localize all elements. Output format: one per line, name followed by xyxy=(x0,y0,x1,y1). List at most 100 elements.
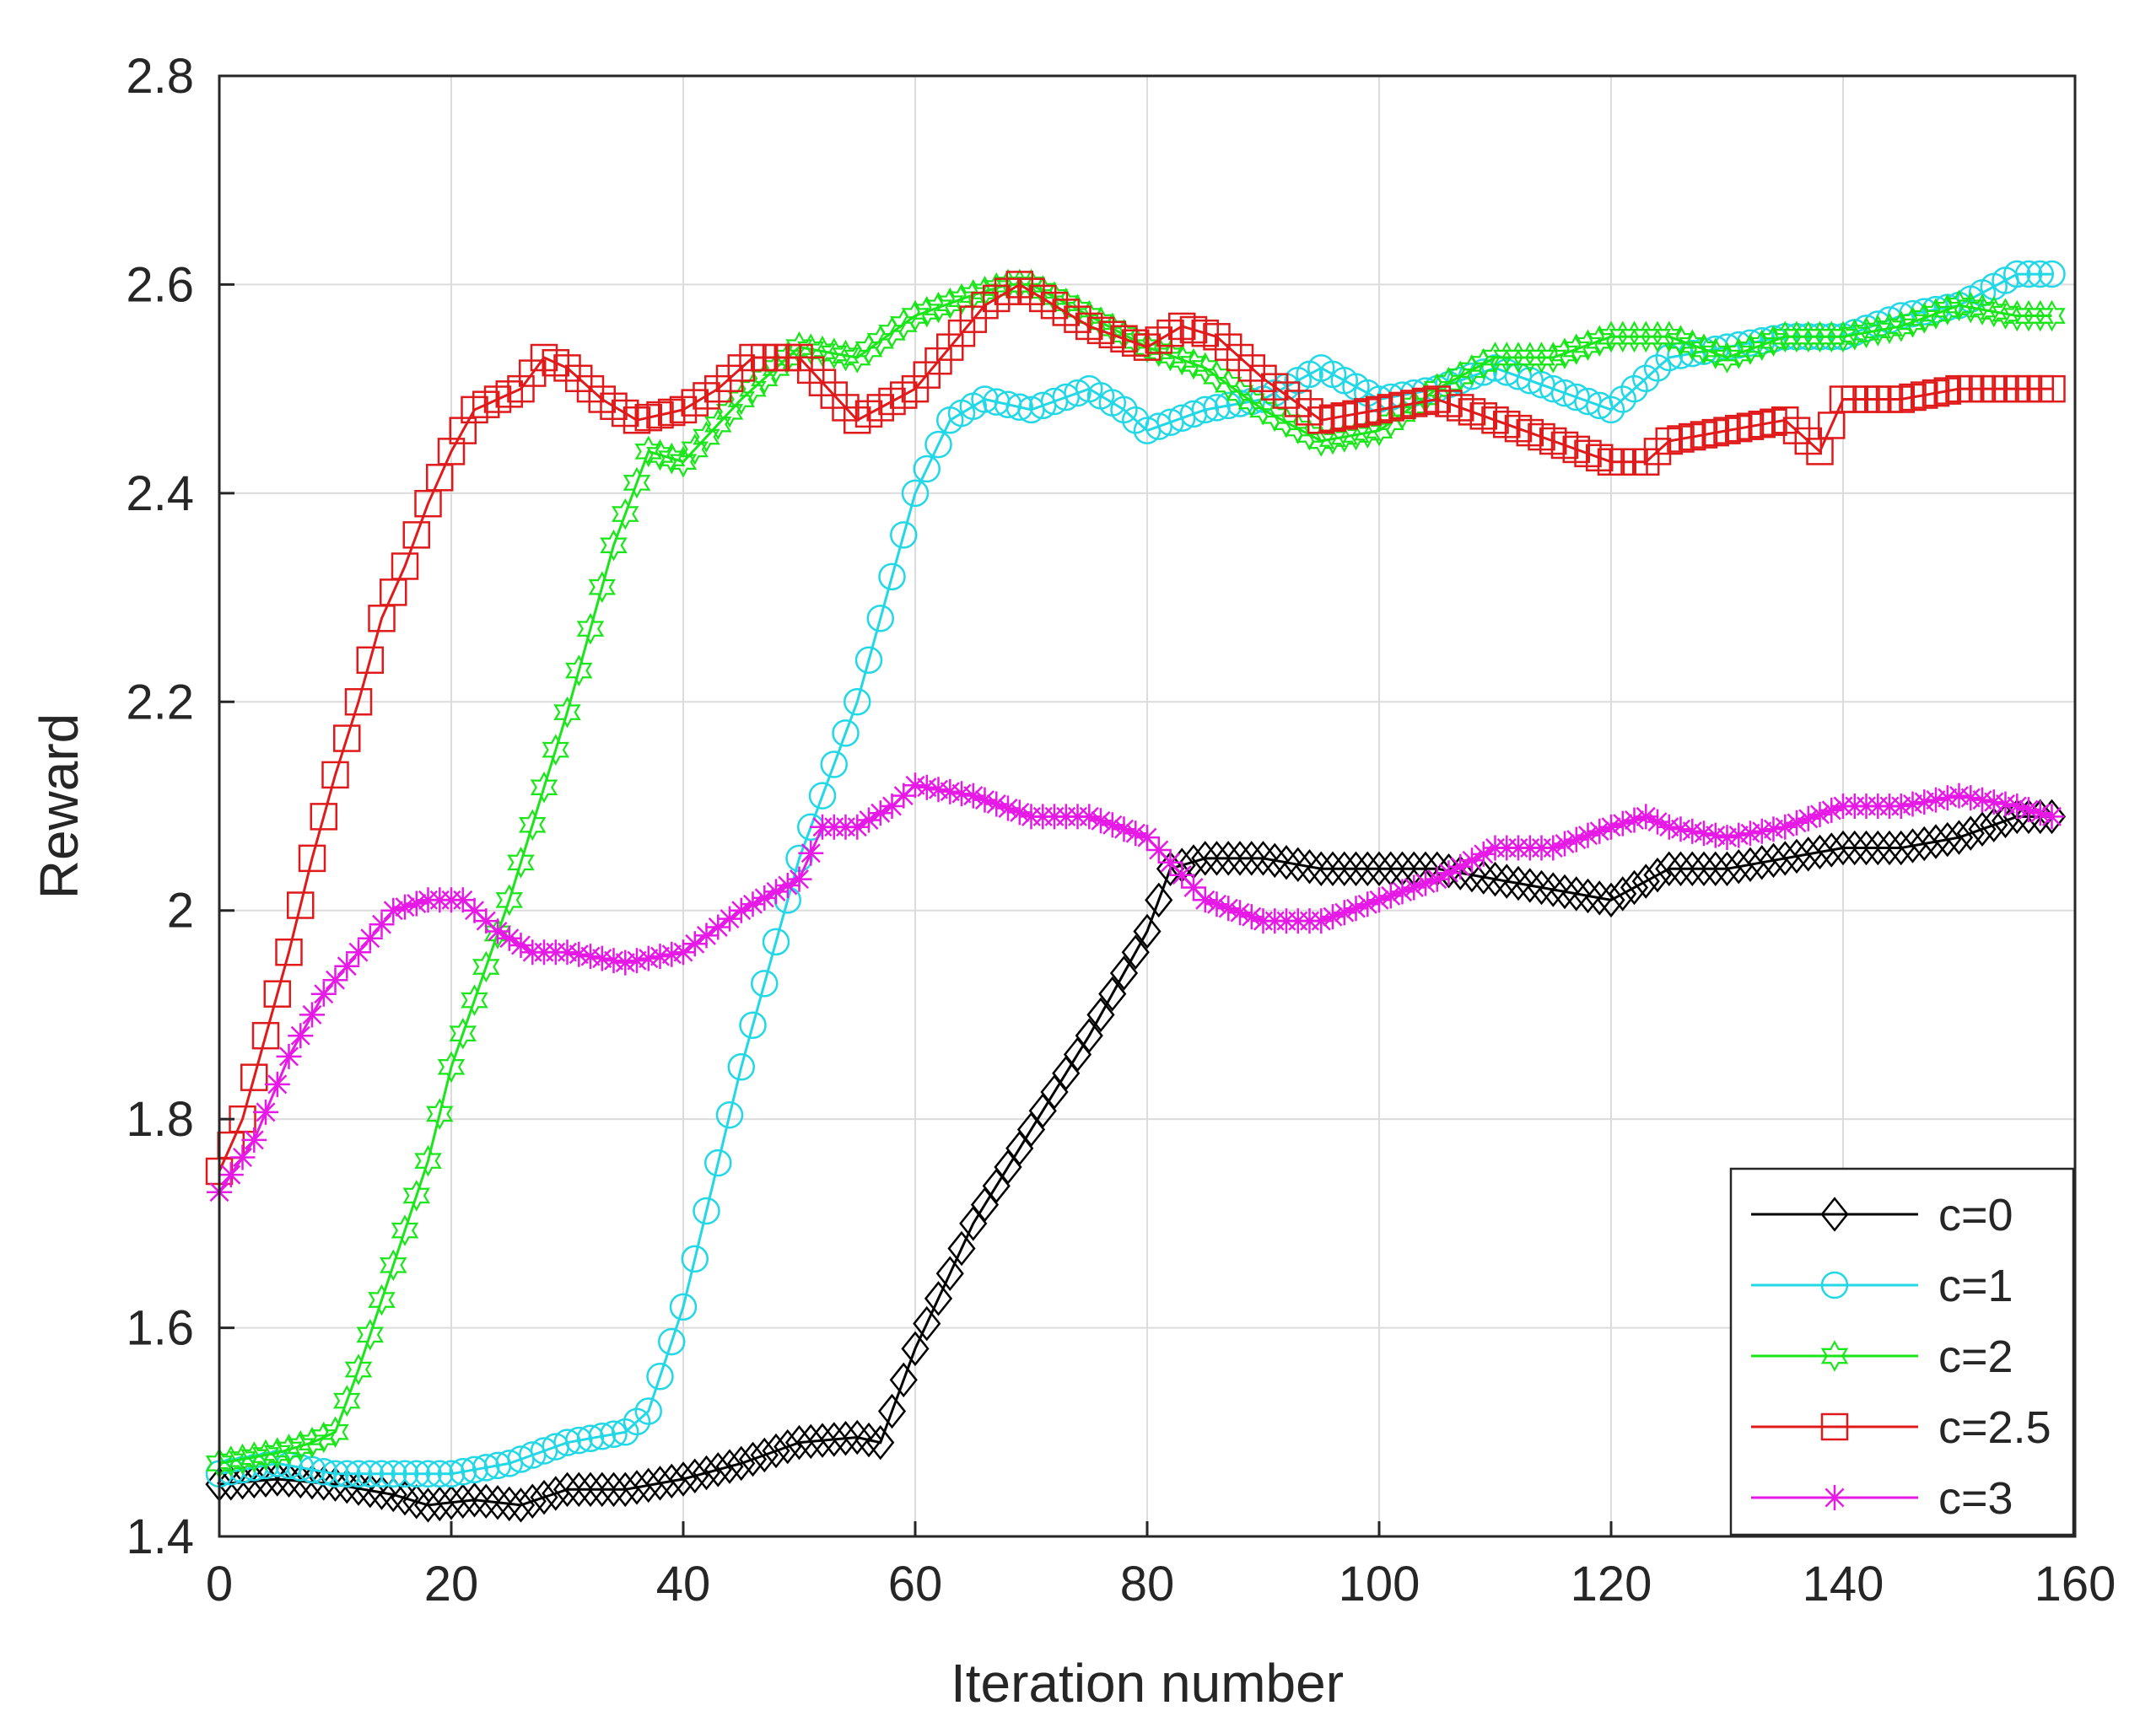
data-point xyxy=(368,1460,396,1488)
data-point xyxy=(1563,826,1589,853)
data-point xyxy=(310,1458,337,1486)
data-point xyxy=(368,1283,396,1316)
data-point xyxy=(241,1127,267,1153)
data-point xyxy=(588,1471,617,1508)
data-point xyxy=(1539,342,1567,374)
data-point xyxy=(1237,841,1266,876)
data-point xyxy=(1424,866,1450,892)
data-point xyxy=(1133,913,1162,950)
data-point xyxy=(1782,838,1811,874)
data-point xyxy=(913,295,941,328)
data-point xyxy=(1933,821,1962,858)
data-point xyxy=(1690,333,1718,365)
data-point xyxy=(647,944,673,970)
data-point xyxy=(1226,841,1254,876)
data-point xyxy=(1645,809,1670,835)
data-point xyxy=(1203,394,1231,422)
data-point xyxy=(1679,329,1706,361)
data-point xyxy=(1121,934,1150,970)
data-point xyxy=(310,1421,337,1454)
data-point xyxy=(565,1426,593,1455)
data-point xyxy=(1980,295,2008,328)
data-point xyxy=(889,1362,918,1398)
data-point xyxy=(506,1488,536,1523)
data-point xyxy=(344,1460,373,1488)
data-point xyxy=(298,1426,326,1459)
data-point xyxy=(600,1420,628,1449)
data-point xyxy=(496,925,522,951)
data-point xyxy=(901,299,930,332)
data-point xyxy=(321,1416,349,1449)
data-point xyxy=(832,719,860,747)
data-point xyxy=(924,1281,953,1316)
data-point xyxy=(391,552,419,580)
data-point xyxy=(2003,260,2031,288)
data-point xyxy=(1099,812,1125,838)
data-point xyxy=(1469,859,1498,895)
data-point xyxy=(1202,841,1232,876)
data-point xyxy=(715,395,744,428)
data-point xyxy=(1562,876,1591,912)
data-point xyxy=(703,1452,732,1488)
data-point xyxy=(333,1385,361,1417)
legend-item: c=3 xyxy=(1751,1473,2013,1524)
data-point xyxy=(472,1483,500,1519)
data-point xyxy=(483,1485,512,1520)
legend-label: c=2.5 xyxy=(1938,1402,2051,1453)
data-point xyxy=(1690,851,1718,886)
data-point xyxy=(1807,801,1833,827)
data-point xyxy=(1701,851,1730,886)
data-point xyxy=(218,1162,244,1188)
data-point xyxy=(925,777,951,803)
data-point xyxy=(1841,319,1868,351)
data-point xyxy=(1829,830,1857,866)
data-point xyxy=(552,1471,582,1508)
data-point xyxy=(437,1460,466,1488)
data-point xyxy=(507,846,535,879)
data-point xyxy=(1841,830,1869,866)
data-point xyxy=(1887,310,1915,342)
x-tick-label: 140 xyxy=(1803,1557,1884,1611)
data-point xyxy=(460,1482,489,1518)
data-point xyxy=(1413,870,1438,896)
legend-label: c=2 xyxy=(1938,1332,2013,1382)
data-point xyxy=(1480,861,1510,897)
data-point xyxy=(473,908,499,934)
data-point xyxy=(1539,872,1567,907)
data-point xyxy=(715,1100,744,1129)
data-point xyxy=(1145,882,1173,918)
tick-labels: 0 20 40 60 80 100 120 140 160 1.4 1.6 1.8 2 2.2 2.4 2.6… xyxy=(126,49,2116,1611)
data-point xyxy=(878,316,906,349)
data-point xyxy=(576,1471,605,1508)
data-point xyxy=(891,783,917,809)
data-point xyxy=(403,890,429,917)
data-point xyxy=(1702,822,1728,848)
data-point xyxy=(692,1455,721,1491)
data-point xyxy=(681,1458,709,1493)
data-point xyxy=(1447,853,1474,880)
data-point xyxy=(1389,879,1415,905)
y-tick-label: 1.6 xyxy=(126,1301,194,1356)
data-point xyxy=(2014,260,2043,288)
data-point xyxy=(1204,891,1230,917)
data-point xyxy=(310,1466,338,1501)
data-point xyxy=(901,479,930,508)
data-point xyxy=(1192,887,1218,913)
data-point xyxy=(762,928,790,956)
data-point xyxy=(705,914,731,940)
data-point xyxy=(1227,900,1253,926)
data-point xyxy=(437,1051,466,1084)
data-point xyxy=(1179,347,1208,380)
data-point xyxy=(1587,818,1613,844)
data-point xyxy=(1492,864,1521,899)
data-point xyxy=(1550,337,1579,369)
data-point xyxy=(565,654,593,686)
data-point xyxy=(1760,816,1787,842)
data-point xyxy=(866,605,894,632)
data-point xyxy=(1864,315,1892,347)
data-point xyxy=(369,912,395,938)
data-point xyxy=(1771,841,1799,876)
data-point xyxy=(1631,864,1660,899)
data-point xyxy=(402,1460,430,1488)
data-point xyxy=(321,1460,349,1488)
